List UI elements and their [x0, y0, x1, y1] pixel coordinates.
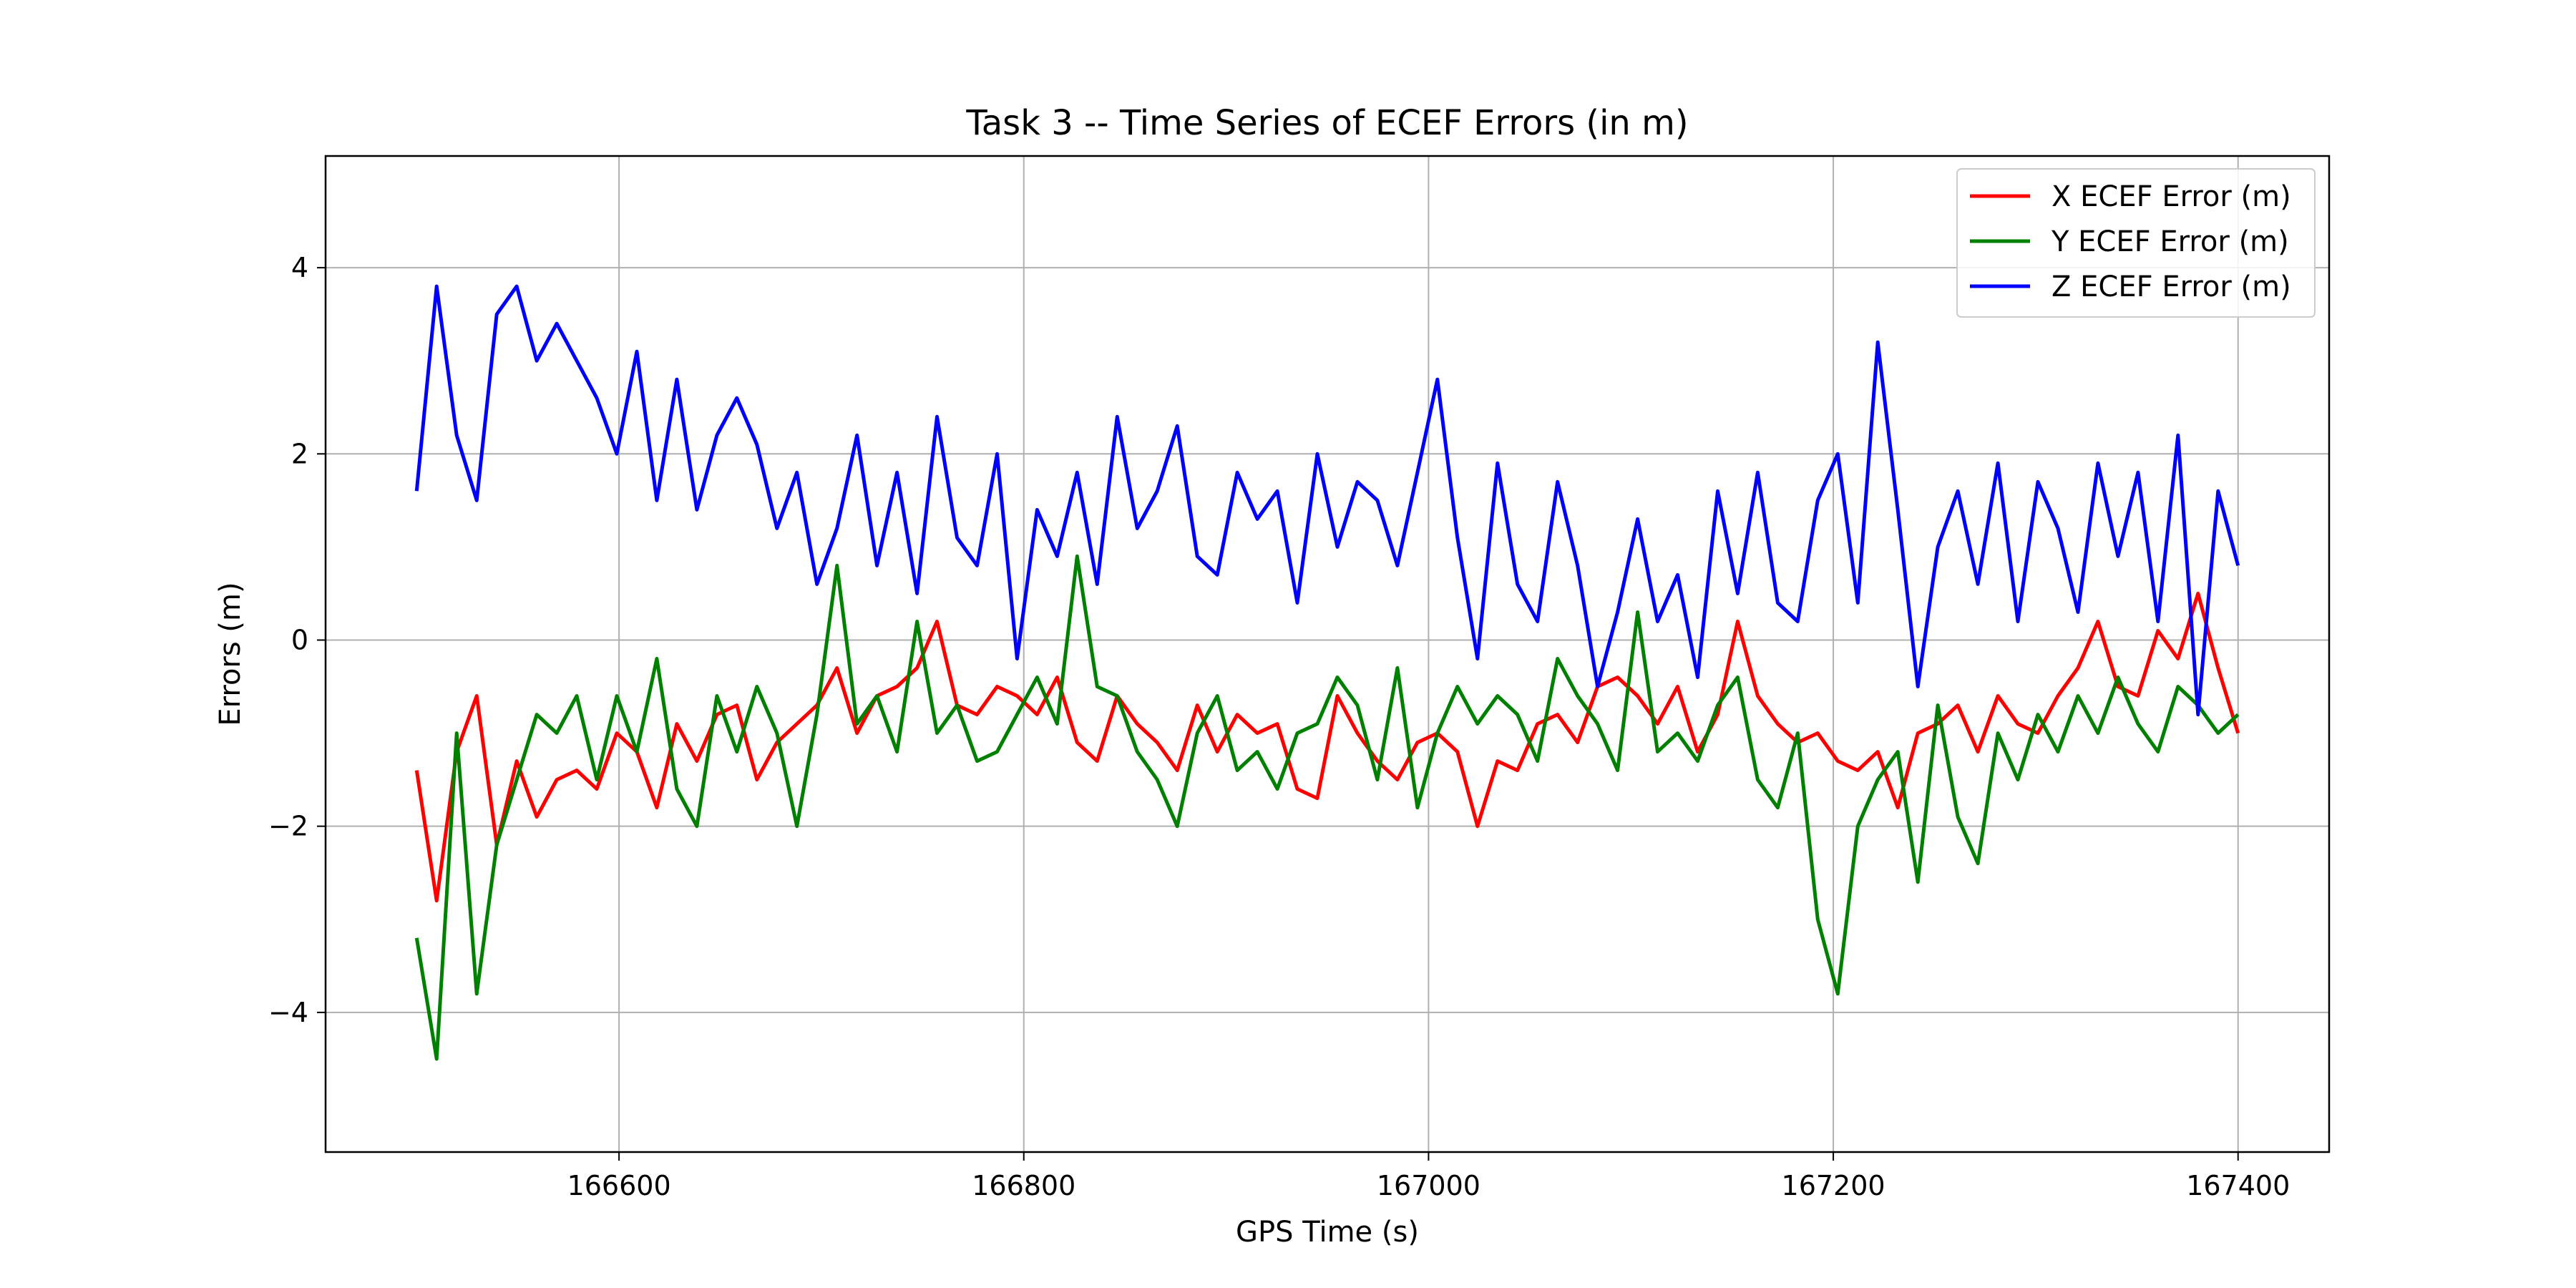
series-line-y: [414, 554, 2240, 1061]
legend-label-x: X ECEF Error (m): [2051, 180, 2291, 213]
y-tick-label-1: −2: [268, 811, 308, 842]
y-tick-label-4: 4: [291, 252, 308, 283]
chart-title: Task 3 -- Time Series of ECEF Errors (in…: [965, 103, 1688, 143]
x-tick-label-0: 166600: [567, 1170, 671, 1201]
y-axis-label: Errors (m): [214, 582, 247, 726]
legend-label-y: Y ECEF Error (m): [2051, 225, 2289, 258]
x-tick-label-1: 166800: [972, 1170, 1075, 1201]
legend-label-z: Z ECEF Error (m): [2051, 270, 2291, 303]
x-axis-ticks: 166600 166800 167000 167200 167400: [567, 1152, 2290, 1201]
legend-box: [1956, 168, 2316, 318]
series-lines: [414, 284, 2240, 1061]
y-axis-ticks: −4 −2 0 2 4: [268, 252, 326, 1028]
legend: X ECEF Error (m) Y ECEF Error (m) Z ECEF E…: [1956, 168, 2316, 318]
y-tick-label-3: 2: [291, 438, 308, 469]
x-tick-label-4: 167400: [2186, 1170, 2290, 1201]
x-tick-label-3: 167200: [1782, 1170, 1885, 1201]
series-line-z: [414, 284, 2240, 717]
y-tick-label-0: −4: [268, 997, 308, 1028]
x-tick-label-2: 167000: [1377, 1170, 1480, 1201]
plot-frame: [324, 155, 2331, 1153]
y-tick-label-2: 0: [291, 624, 308, 655]
x-axis-label: GPS Time (s): [1236, 1216, 1419, 1249]
